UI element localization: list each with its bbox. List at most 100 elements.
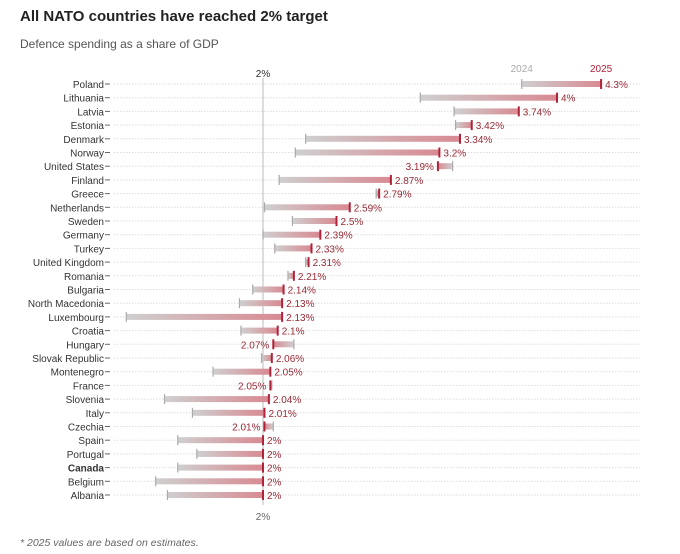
value-label: 2.1% — [282, 327, 305, 338]
bar-change — [177, 464, 263, 471]
category-label: Italy — [86, 409, 104, 420]
category-label: Bulgaria — [67, 286, 104, 297]
reference-label-top: 2% — [256, 69, 271, 80]
category-label: Finland — [71, 176, 104, 187]
value-label: 3.42% — [476, 121, 504, 132]
bar-change — [126, 313, 283, 320]
bar-change — [177, 437, 263, 444]
value-label: 2.31% — [313, 258, 341, 269]
bar-change — [240, 327, 278, 334]
value-label: 2.07% — [241, 340, 269, 351]
bar-change — [521, 81, 602, 87]
bar-change — [287, 272, 294, 279]
bar-change — [305, 259, 309, 266]
category-label: United States — [44, 162, 104, 173]
category-label: Albania — [71, 491, 105, 502]
category-label: Sweden — [68, 217, 104, 228]
category-label: Netherlands — [50, 203, 104, 214]
category-label: United Kingdom — [33, 258, 104, 269]
value-label: 2.87% — [395, 176, 423, 187]
legend-2025: 2025 — [590, 64, 613, 75]
value-label: 2.01% — [232, 423, 260, 434]
category-label: Latvia — [77, 107, 104, 118]
category-label: France — [73, 381, 105, 392]
bar-change — [264, 204, 350, 211]
category-label: Greece — [71, 190, 104, 201]
value-label: 2% — [267, 464, 282, 475]
value-label: 4% — [561, 94, 576, 105]
chart-title: All NATO countries have reached 2% targe… — [20, 8, 328, 25]
value-label: 2.06% — [276, 354, 304, 365]
bar-change — [213, 368, 271, 375]
bar-change — [164, 396, 269, 403]
reference-label-bottom: 2% — [256, 512, 271, 523]
value-label: 2% — [267, 491, 282, 502]
bar-change — [274, 245, 312, 252]
category-label: Croatia — [72, 327, 105, 338]
bar-change — [273, 341, 294, 348]
category-label: Slovenia — [66, 395, 105, 406]
chart-subtitle: Defence spending as a share of GDP — [20, 37, 219, 51]
category-label: Romania — [64, 272, 104, 283]
value-label: 2.79% — [383, 190, 411, 201]
value-label: 2% — [267, 436, 282, 447]
value-label: 2.13% — [286, 299, 314, 310]
value-label: 2.04% — [273, 395, 301, 406]
category-label: Luxembourg — [48, 313, 104, 324]
bar-change — [155, 478, 263, 485]
category-label: Germany — [63, 231, 104, 242]
value-label: 4.3% — [605, 80, 628, 91]
bar-change — [263, 231, 321, 238]
legend-2024: 2024 — [511, 64, 534, 75]
category-label: Lithuania — [63, 94, 104, 105]
value-label: 3.34% — [464, 135, 492, 146]
value-label: 2.14% — [288, 286, 316, 297]
value-label: 2% — [267, 450, 282, 461]
bar-change — [376, 190, 380, 197]
category-label: Denmark — [63, 135, 105, 146]
category-label: Estonia — [71, 121, 105, 132]
bar-change — [455, 122, 472, 129]
value-label: 2.5% — [341, 217, 364, 228]
bar-change — [279, 176, 391, 183]
bar-change — [305, 135, 460, 142]
value-label: 2.21% — [298, 272, 326, 283]
bar-change — [264, 423, 274, 430]
value-label: 2.59% — [354, 203, 382, 214]
category-label: Czechia — [68, 423, 105, 434]
bar-change — [252, 286, 284, 293]
value-label: 2.39% — [324, 231, 352, 242]
value-label: 2.33% — [316, 244, 344, 255]
bar-change — [437, 163, 453, 170]
category-label: Turkey — [74, 244, 104, 255]
category-label: Belgium — [68, 477, 104, 488]
bar-change — [292, 218, 337, 224]
value-label: 3.2% — [443, 149, 466, 160]
bar-change — [420, 94, 557, 101]
bar-change — [295, 149, 440, 156]
value-label: 3.19% — [406, 162, 434, 173]
bar-change — [454, 108, 519, 115]
category-label: Canada — [68, 464, 105, 475]
category-label: Hungary — [66, 340, 104, 351]
value-label: 2.13% — [286, 313, 314, 324]
category-label: Norway — [70, 149, 104, 160]
bar-change — [239, 300, 283, 307]
category-label: Montenegro — [51, 368, 105, 379]
value-label: 3.74% — [523, 107, 551, 118]
bar-change — [167, 492, 263, 498]
value-label: 2% — [267, 477, 282, 488]
category-label: Spain — [78, 436, 104, 447]
bar-change — [261, 355, 272, 361]
value-label: 2.01% — [268, 409, 296, 420]
category-label: Slovak Republic — [32, 354, 104, 365]
category-label: Poland — [73, 80, 104, 91]
footnote: * 2025 values are based on estimates. — [20, 537, 199, 549]
value-label: 2.05% — [238, 381, 266, 392]
category-label: Portugal — [67, 450, 104, 461]
category-label: North Macedonia — [28, 299, 105, 310]
bar-change — [196, 450, 263, 457]
value-label: 2.05% — [274, 368, 302, 379]
